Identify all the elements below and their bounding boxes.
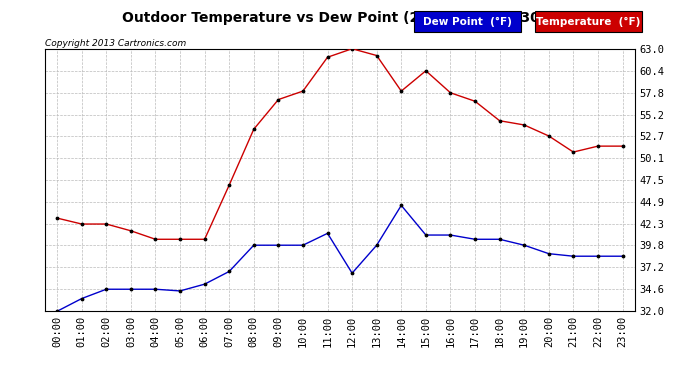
Text: Copyright 2013 Cartronics.com: Copyright 2013 Cartronics.com bbox=[45, 39, 186, 48]
Text: Dew Point  (°F): Dew Point (°F) bbox=[423, 16, 512, 27]
Text: Temperature  (°F): Temperature (°F) bbox=[536, 16, 640, 27]
Text: Outdoor Temperature vs Dew Point (24 Hours) 20130526: Outdoor Temperature vs Dew Point (24 Hou… bbox=[121, 11, 569, 25]
